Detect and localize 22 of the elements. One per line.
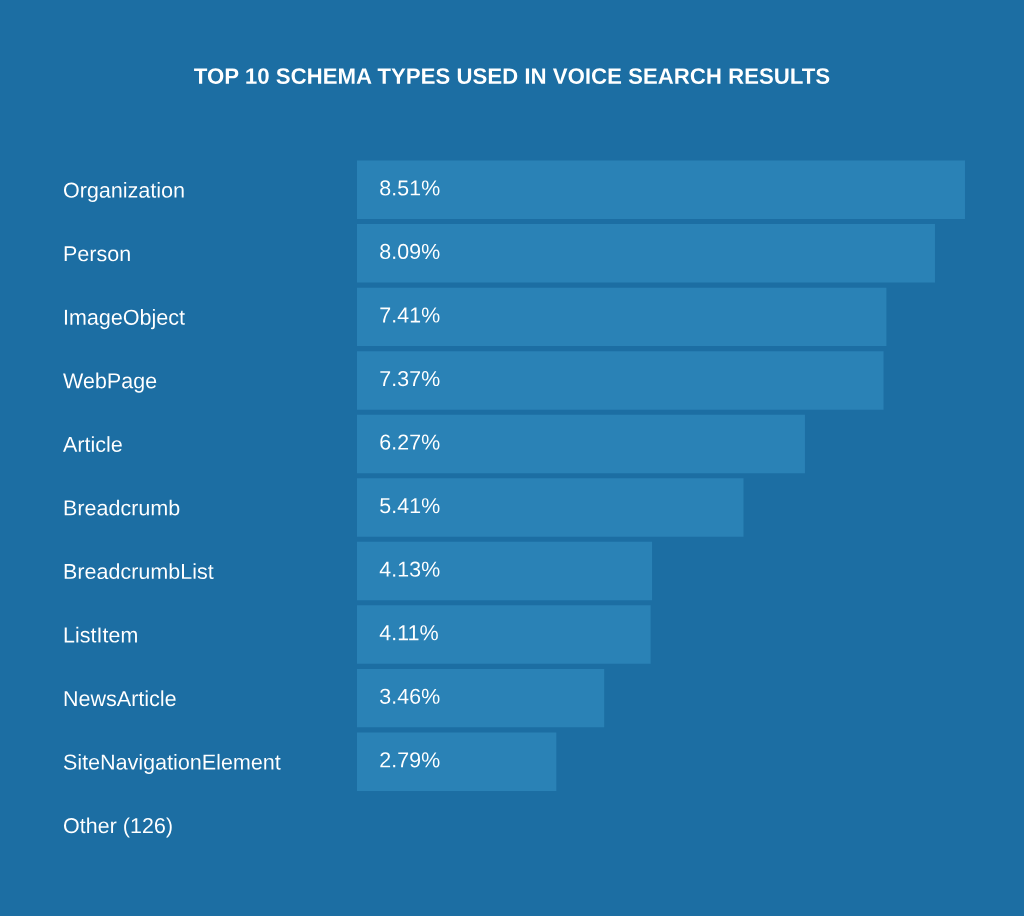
data-label: 8.09% bbox=[380, 243, 440, 260]
y-tick-label: ImageObject bbox=[64, 309, 185, 330]
y-tick-label: WebPage bbox=[63, 372, 157, 393]
y-tick-label: Organization bbox=[63, 181, 184, 203]
y-tick-label: Other (126) bbox=[63, 817, 172, 838]
data-label: 4.13% bbox=[379, 561, 440, 577]
data-label: 5.41% bbox=[380, 498, 440, 514]
y-tick-label: ListItem bbox=[64, 626, 137, 643]
y-tick-label: BreadcrumbList bbox=[64, 563, 214, 580]
data-label: 6.27% bbox=[380, 434, 440, 450]
data-label: 4.11% bbox=[379, 625, 438, 641]
chart-title: TOP 10 SCHEMA TYPES USED IN VOICE SEARCH RESULTS bbox=[194, 68, 830, 84]
y-tick-label: Article bbox=[63, 436, 122, 452]
data-label: 7.37% bbox=[380, 370, 440, 387]
data-label: 7.41% bbox=[380, 307, 440, 323]
data-label: 8.51% bbox=[380, 180, 440, 196]
y-tick-label: SiteNavigationElement bbox=[63, 753, 281, 774]
y-tick-label: Person bbox=[64, 246, 130, 262]
y-tick-label: NewsArticle bbox=[64, 690, 176, 707]
y-tick-label: Breadcrumb bbox=[64, 499, 180, 516]
data-label: 3.46% bbox=[380, 688, 440, 704]
data-label: 2.79% bbox=[380, 752, 440, 768]
